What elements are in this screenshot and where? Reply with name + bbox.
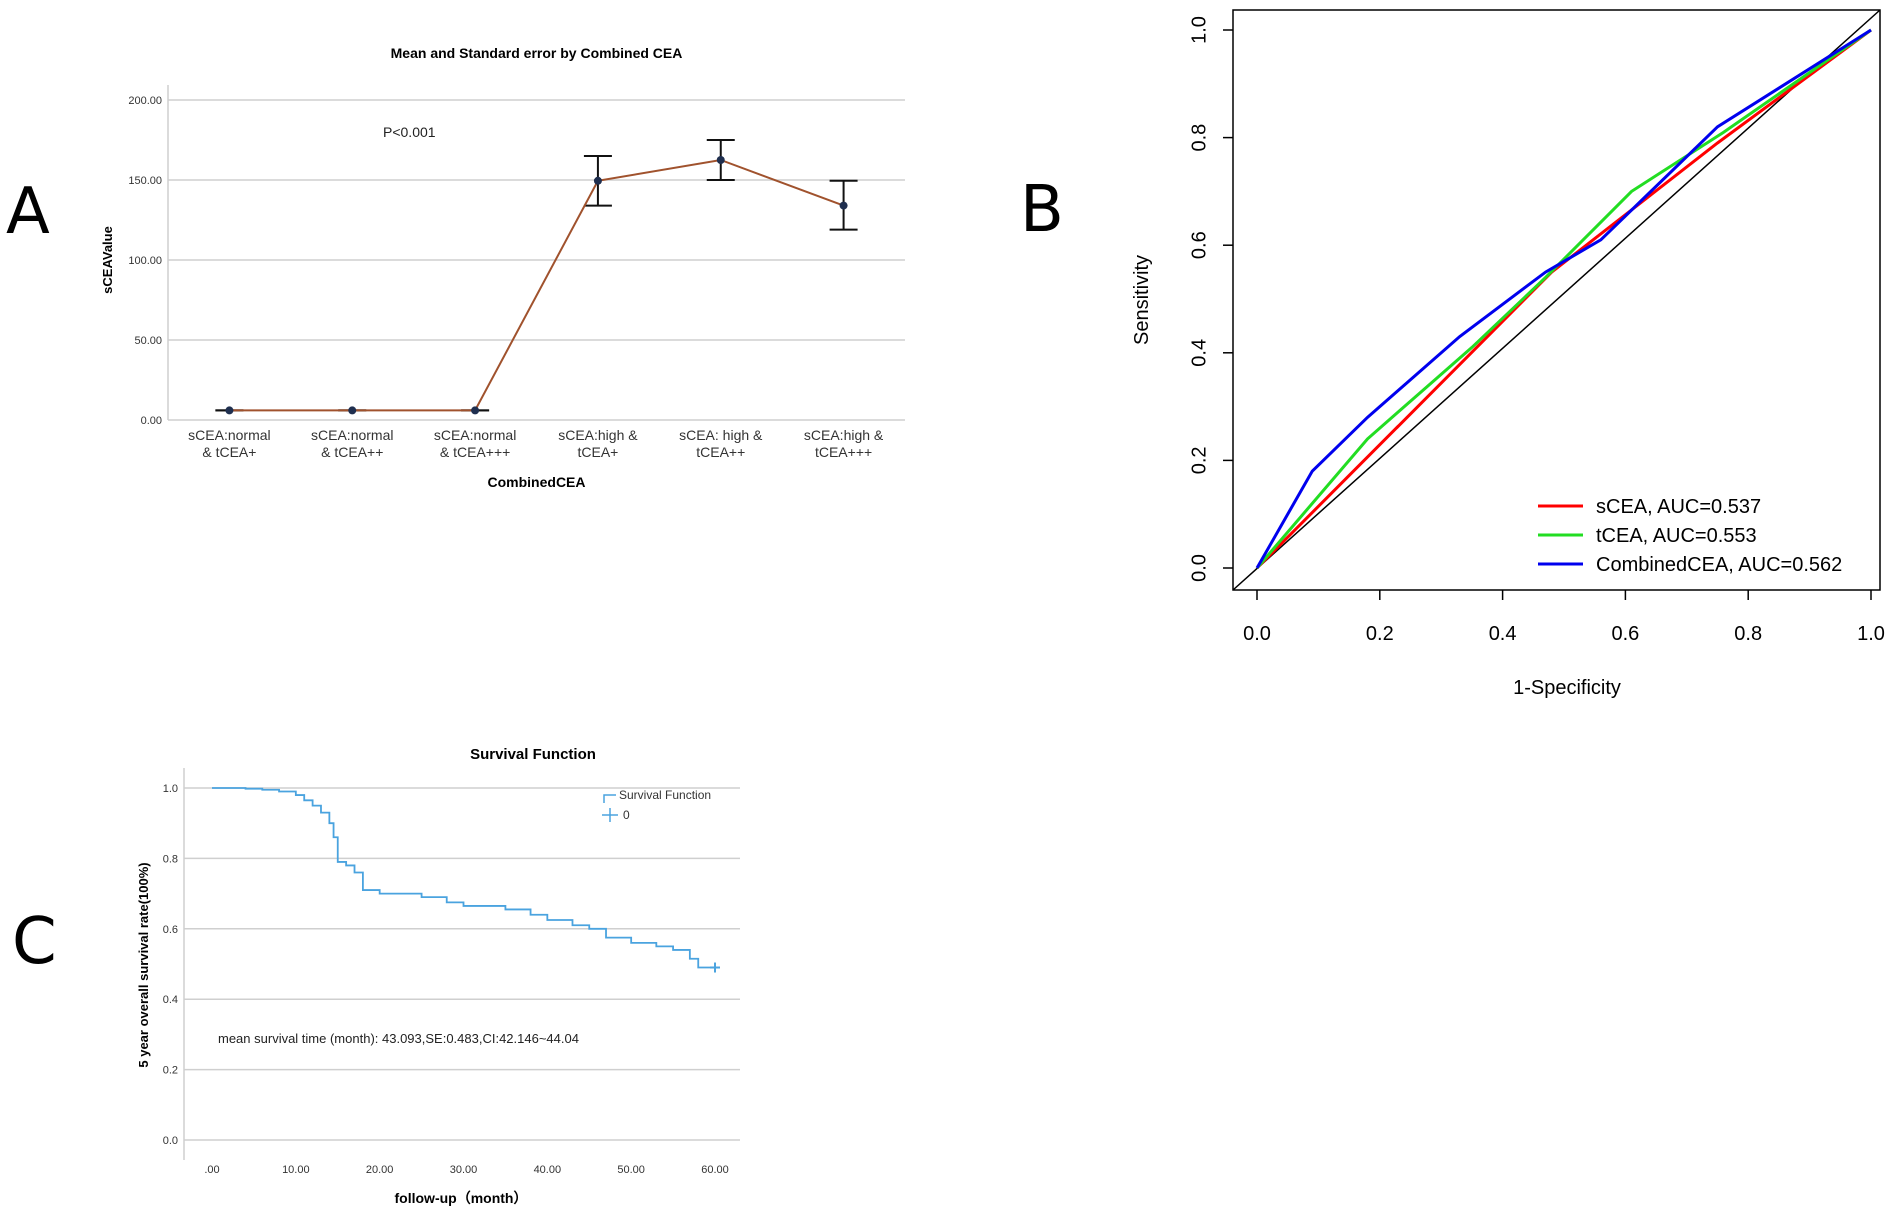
chart-b-roc-curve bbox=[1255, 28, 1872, 570]
chart-b-frame bbox=[1232, 9, 1881, 591]
panel-label-c: C bbox=[12, 905, 57, 979]
chart-a-mean-se: Mean and Standard error by Combined CEA 0… bbox=[100, 45, 905, 490]
chart-b-xtick-label: 0.2 bbox=[1366, 623, 1394, 645]
chart-c-xtick-label: 30.00 bbox=[450, 1164, 478, 1176]
chart-b-roc: 0.0 0.2 0.4 0.6 0.8 1.0 0.0 0.2 0.4 0.6 0.8 1.0 1-Sp… bbox=[1131, 9, 1885, 699]
chart-a-mean-point bbox=[471, 406, 480, 415]
chart-a-mean-point bbox=[716, 156, 725, 164]
chart-b-ytick-label: 0.6 bbox=[1188, 231, 1210, 259]
chart-a-xtick-label: sCEA:high & bbox=[804, 427, 884, 443]
chart-b-xtick-label: 0.0 bbox=[1243, 623, 1271, 645]
chart-a-xtick-label: tCEA++ bbox=[696, 444, 745, 460]
chart-a-ylabel: sCEAValue bbox=[100, 226, 115, 294]
chart-c-xtick-label: 10.00 bbox=[282, 1164, 310, 1176]
chart-a-xtick-label: sCEA:normal bbox=[311, 427, 393, 443]
chart-c-xtick-label: 60.00 bbox=[701, 1164, 729, 1176]
chart-c-survival-curve bbox=[212, 787, 715, 969]
chart-a-mean-line bbox=[229, 158, 844, 412]
chart-b-ytick-label: 0.2 bbox=[1188, 446, 1210, 474]
chart-a-title: Mean and Standard error by Combined CEA bbox=[391, 45, 683, 61]
chart-c-ytick-label: 0.8 bbox=[163, 853, 178, 865]
chart-a-xtick-label: & tCEA++ bbox=[321, 444, 383, 460]
chart-b-ylabel: Sensitivity bbox=[1131, 255, 1153, 345]
chart-b-legend-label: CombinedCEA, AUC=0.562 bbox=[1596, 554, 1842, 576]
chart-b-legend-label: sCEA, AUC=0.537 bbox=[1596, 496, 1761, 518]
chart-a-xtick-label: sCEA:normal bbox=[188, 427, 270, 443]
chart-c-xtick-label: .00 bbox=[204, 1164, 219, 1176]
chart-c-title: Survival Function bbox=[470, 746, 596, 763]
chart-a-xtick-label: sCEA:high & bbox=[558, 427, 638, 443]
chart-a-xtick-label: tCEA+++ bbox=[815, 444, 872, 460]
chart-a-xtick-label: sCEA:normal bbox=[434, 427, 516, 443]
chart-b-roc-curve bbox=[1255, 28, 1872, 569]
chart-c-xtick-label: 20.00 bbox=[366, 1164, 394, 1176]
chart-b-xtick-label: 0.4 bbox=[1489, 623, 1517, 645]
chart-a-ytick-label: 200.00 bbox=[128, 95, 162, 107]
chart-a-ytick-label: 100.00 bbox=[128, 255, 162, 267]
chart-a-ytick-label: 150.00 bbox=[128, 175, 162, 187]
chart-a-pvalue-annotation: P<0.001 bbox=[383, 124, 436, 140]
chart-b-xtick-label: 0.8 bbox=[1734, 623, 1762, 645]
chart-a-mean-point bbox=[839, 201, 848, 210]
chart-b-reference-line bbox=[1232, 9, 1881, 591]
panel-label-a: A bbox=[6, 175, 50, 249]
panel-label-b: B bbox=[1020, 173, 1064, 247]
chart-c-ytick-label: 0.6 bbox=[163, 924, 178, 936]
chart-c-ytick-label: 0.4 bbox=[163, 994, 178, 1006]
chart-c-ytick-label: 0.0 bbox=[163, 1135, 178, 1147]
chart-a-mean-point bbox=[593, 176, 602, 185]
chart-b-roc-curve bbox=[1255, 28, 1872, 569]
chart-c-xtick-label: 50.00 bbox=[617, 1164, 645, 1176]
chart-c-legend-label: Survival Function bbox=[619, 788, 711, 802]
chart-c-xlabel: follow-up（month） bbox=[395, 1190, 528, 1206]
chart-c-ytick-label: 0.2 bbox=[163, 1065, 178, 1077]
chart-c-ytick-label: 1.0 bbox=[163, 783, 178, 795]
chart-c-legend-label: 0 bbox=[623, 808, 630, 822]
chart-a-mean-point bbox=[225, 406, 234, 415]
chart-b-xlabel: 1-Specificity bbox=[1513, 677, 1621, 699]
chart-b-xtick-label: 1.0 bbox=[1857, 623, 1885, 645]
chart-a-xtick-label: sCEA: high & bbox=[679, 427, 763, 443]
chart-b-ytick-label: 0.0 bbox=[1188, 554, 1210, 582]
chart-a-xtick-label: & tCEA+++ bbox=[440, 444, 510, 460]
chart-a-xtick-label: tCEA+ bbox=[577, 444, 618, 460]
chart-b-legend-label: tCEA, AUC=0.553 bbox=[1596, 525, 1757, 547]
chart-b-ytick-label: 0.4 bbox=[1188, 339, 1210, 367]
chart-c-ylabel: 5 year overall survival rate(100%) bbox=[136, 862, 151, 1067]
chart-a-mean-point bbox=[348, 406, 357, 415]
chart-c-legend-step-icon bbox=[603, 794, 616, 803]
chart-b-ytick-label: 0.8 bbox=[1188, 124, 1210, 152]
chart-c-annotation: mean survival time (month): 43.093,SE:0.… bbox=[218, 1031, 579, 1046]
chart-c-survival: Survival Function 0.0 0.2 0.4 0.6 0.8 1.0 .00 10… bbox=[136, 746, 740, 1206]
chart-a-xlabel: CombinedCEA bbox=[488, 474, 586, 490]
chart-a-xtick-label: & tCEA+ bbox=[202, 444, 256, 460]
chart-a-ytick-label: 0.00 bbox=[141, 415, 162, 427]
chart-a-ytick-label: 50.00 bbox=[134, 335, 162, 347]
chart-b-xtick-label: 0.6 bbox=[1611, 623, 1639, 645]
chart-b-ytick-label: 1.0 bbox=[1188, 16, 1210, 44]
chart-c-xtick-label: 40.00 bbox=[534, 1164, 562, 1176]
